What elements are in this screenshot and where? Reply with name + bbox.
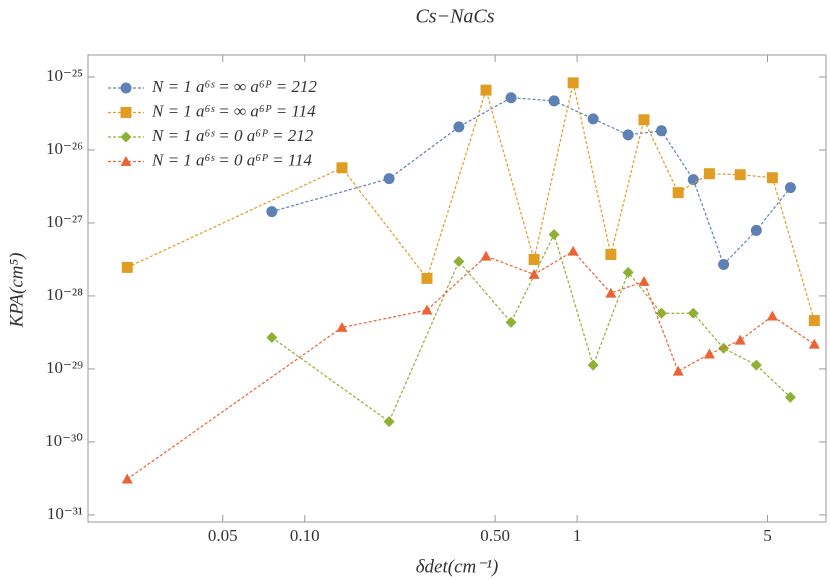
marker (453, 121, 465, 133)
marker (480, 84, 492, 96)
marker (587, 113, 599, 125)
chart-title: Cs−NaCs (415, 6, 494, 28)
marker (605, 248, 617, 260)
marker (750, 359, 762, 371)
marker (808, 338, 820, 349)
marker (750, 224, 762, 236)
marker (383, 173, 395, 185)
marker (766, 310, 778, 321)
x-tick-label: 0.50 (480, 526, 510, 545)
marker (672, 365, 684, 376)
legend-label: N = 1 a⁶ˢ = 0 a⁶ᴾ = 212 (151, 126, 314, 145)
marker (622, 266, 634, 278)
marker (266, 331, 278, 343)
marker (638, 275, 650, 286)
marker (734, 334, 746, 345)
marker (703, 348, 715, 359)
marker (336, 162, 348, 174)
legend-marker (120, 131, 132, 143)
marker (421, 272, 433, 284)
x-tick-label: 1 (573, 526, 582, 545)
x-tick-label: 0.10 (290, 526, 320, 545)
plot-frame (87, 54, 827, 523)
marker (622, 129, 634, 141)
marker (655, 307, 667, 319)
marker (766, 172, 778, 184)
y-tick-label: 10⁻²⁷ (46, 212, 83, 231)
marker (808, 315, 820, 327)
series-line (271, 232, 791, 423)
y-tick-label: 10⁻²⁹ (46, 358, 83, 377)
marker (784, 391, 796, 403)
legend-label: N = 1 a⁶ˢ = ∞ a⁶ᴾ = 114 (151, 101, 316, 120)
marker (383, 416, 395, 428)
marker (266, 206, 278, 218)
marker (421, 304, 433, 315)
marker (734, 169, 746, 181)
marker (718, 342, 730, 354)
marker (121, 473, 133, 484)
marker (687, 307, 699, 319)
marker (605, 287, 617, 298)
legend-marker (120, 107, 132, 118)
legend-label: N = 1 a⁶ˢ = 0 a⁶ᴾ = 114 (151, 150, 313, 169)
y-tick-label: 10⁻²⁶ (46, 139, 83, 158)
y-tick-label: 10⁻²⁸ (46, 285, 83, 304)
legend-marker (120, 82, 132, 94)
y-axis-label: KPA(cm⁵) (6, 253, 27, 329)
y-tick-label: 10⁻³¹ (47, 504, 83, 523)
legend-marker (120, 156, 132, 166)
marker (336, 321, 348, 332)
marker (480, 250, 492, 261)
marker (672, 187, 684, 199)
marker (718, 258, 730, 270)
marker (567, 77, 579, 89)
marker (784, 182, 796, 194)
marker (453, 255, 465, 267)
marker (587, 359, 599, 371)
marker (703, 168, 715, 180)
marker (548, 95, 560, 107)
marker (505, 92, 517, 104)
y-tick-label: 10⁻³⁰ (45, 431, 83, 450)
marker (548, 228, 560, 240)
marker (121, 261, 133, 273)
series-line (271, 97, 791, 266)
legend-label: N = 1 a⁶ˢ = ∞ a⁶ᴾ = 212 (151, 77, 317, 96)
marker (655, 125, 667, 137)
x-tick-label: 0.05 (208, 526, 238, 545)
marker (505, 316, 517, 328)
x-axis-label: δdet(cm⁻¹) (416, 556, 499, 577)
y-tick-label: 10⁻²⁵ (46, 66, 83, 85)
x-tick-label: 5 (763, 526, 772, 545)
marker (638, 114, 650, 126)
marker (528, 253, 540, 265)
marker (528, 268, 540, 279)
series-line (126, 250, 815, 480)
marker (567, 245, 579, 256)
